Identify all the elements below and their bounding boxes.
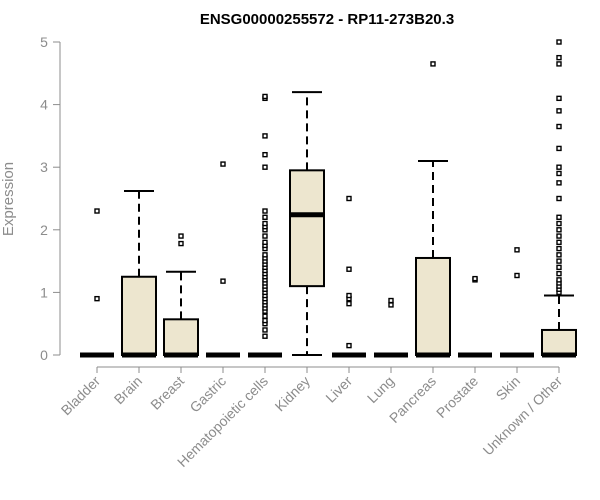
outlier-point — [556, 123, 562, 130]
outlier-point — [346, 342, 352, 349]
box — [289, 169, 325, 288]
x-tick-label: Skin — [493, 373, 524, 404]
x-tick-label: Liver — [322, 373, 355, 406]
outlier-point — [388, 302, 394, 308]
outlier-point — [178, 240, 184, 247]
y-tick-label: 1 — [40, 284, 48, 300]
y-tick-label: 0 — [40, 347, 48, 363]
boxes-layer — [80, 39, 577, 358]
outlier-point — [556, 170, 562, 177]
y-axis-label: Expression — [0, 162, 17, 236]
outlier-point — [94, 208, 100, 214]
box-group — [332, 195, 366, 358]
x-tick-label: Unknown / Other — [480, 373, 566, 459]
x-tick-label: Prostate — [433, 373, 481, 421]
outlier-point — [556, 164, 562, 170]
chart-title: ENSG00000255572 - RP11-273B20.3 — [200, 11, 454, 28]
outlier-point — [262, 133, 268, 139]
outlier-point — [388, 297, 394, 304]
outlier-point — [262, 239, 268, 246]
outlier-point — [514, 247, 520, 253]
outlier-point — [262, 93, 268, 100]
box — [541, 328, 577, 356]
y-tick-label: 2 — [40, 222, 48, 238]
box-group — [374, 297, 408, 358]
box-group — [163, 233, 199, 358]
outlier-point — [556, 227, 562, 233]
outlier-point — [556, 277, 562, 283]
outlier-point — [556, 195, 562, 202]
outlier-point — [556, 270, 562, 277]
outlier-point — [556, 39, 562, 45]
outlier-point — [178, 233, 184, 239]
y-axis: 0 1 2 3 4 5 — [40, 34, 61, 363]
outlier-point — [346, 266, 352, 272]
box-group — [80, 208, 114, 358]
outlier-point — [556, 245, 562, 252]
box — [121, 275, 157, 356]
outlier-point — [556, 180, 562, 186]
outlier-point — [262, 313, 268, 319]
outlier-point — [262, 252, 268, 258]
x-tick-label: Bladder — [58, 373, 104, 419]
outlier-point — [514, 272, 520, 279]
outlier-point — [556, 61, 562, 67]
x-tick-label: Kidney — [272, 373, 314, 415]
box-group — [415, 61, 451, 358]
outlier-point — [220, 278, 226, 284]
outlier-point — [262, 333, 268, 339]
outlier-point — [262, 220, 268, 227]
outlier-point — [262, 214, 268, 220]
box-group — [206, 161, 240, 358]
x-tick-label: Brain — [111, 373, 145, 407]
outlier-point — [94, 295, 100, 302]
outlier-point — [556, 264, 562, 271]
outlier-point — [556, 239, 562, 246]
outlier-point — [556, 145, 562, 152]
outlier-point — [556, 233, 562, 239]
outlier-point — [262, 327, 268, 333]
y-tick-label: 5 — [40, 34, 48, 50]
box-group — [458, 275, 492, 358]
box — [415, 256, 451, 356]
box-group — [248, 93, 282, 358]
outlier-point — [556, 108, 562, 114]
outlier-point — [262, 164, 268, 170]
y-tick-label: 3 — [40, 159, 48, 175]
box-group — [289, 91, 325, 356]
box — [163, 318, 199, 356]
outlier-point — [220, 161, 226, 167]
outlier-point — [556, 258, 562, 264]
x-tick-label: Pancreas — [386, 373, 439, 426]
y-tick-label: 4 — [40, 97, 48, 113]
box-group — [500, 247, 534, 358]
outlier-point — [262, 208, 268, 214]
box-group — [121, 189, 157, 358]
outlier-point — [556, 54, 562, 61]
outlier-point — [262, 233, 268, 239]
outlier-point — [556, 252, 562, 258]
x-tick-label: Breast — [147, 373, 187, 413]
x-tick-label: Lung — [364, 373, 397, 406]
outlier-point — [556, 220, 562, 227]
outlier-point — [430, 61, 436, 67]
outlier-point — [346, 292, 352, 299]
outlier-point — [346, 195, 352, 202]
outlier-point — [556, 95, 562, 102]
outlier-point — [472, 275, 478, 282]
box-group — [541, 39, 577, 358]
outlier-point — [262, 151, 268, 158]
outlier-point — [346, 300, 352, 307]
outlier-point — [556, 214, 562, 220]
outlier-point — [262, 317, 268, 324]
